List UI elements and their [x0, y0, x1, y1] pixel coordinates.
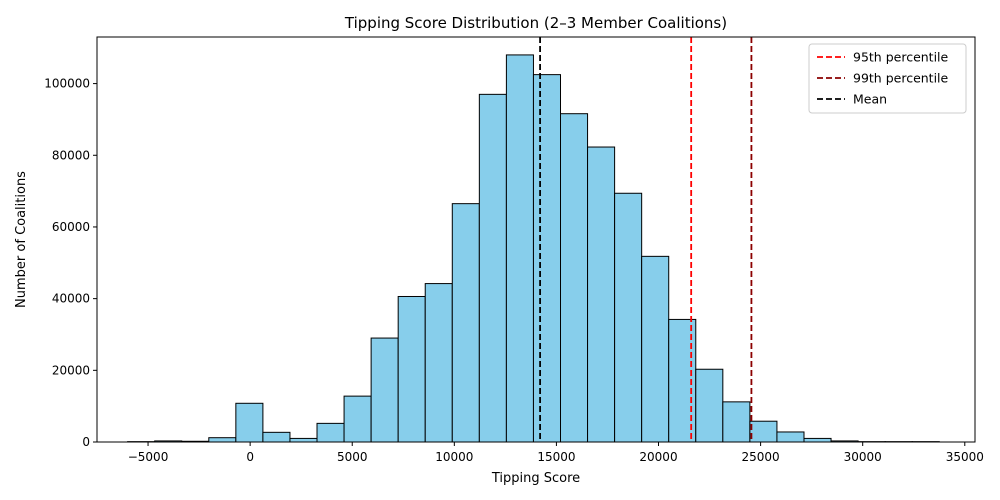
y-tick-label: 100000 — [44, 77, 90, 91]
histogram-bar — [316, 422, 345, 443]
x-tick-label: 25000 — [742, 450, 780, 464]
histogram-bar — [343, 395, 372, 443]
histogram-bar — [614, 192, 643, 443]
x-tick-label: 10000 — [435, 450, 473, 464]
x-tick-label: 5000 — [337, 450, 368, 464]
legend-box — [808, 43, 967, 114]
histogram-bar — [560, 113, 589, 443]
y-tick-label: 0 — [82, 435, 90, 449]
histogram-bar — [208, 437, 237, 443]
x-tick-label: 15000 — [537, 450, 575, 464]
histogram-bar — [424, 283, 453, 443]
histogram-bar — [505, 54, 534, 443]
histogram-bar — [451, 203, 480, 443]
histogram-bar — [235, 402, 264, 443]
histogram-bar — [803, 437, 832, 443]
x-axis-label: Tipping Score — [491, 471, 580, 486]
y-tick-label: 40000 — [52, 292, 90, 306]
histogram-bar — [722, 401, 751, 443]
y-axis-ticks: 0 20000 40000 60000 80000 100000 — [44, 77, 97, 449]
histogram-bar — [478, 93, 507, 443]
x-tick-label: −5000 — [128, 450, 169, 464]
histogram-bar — [587, 146, 616, 443]
histogram-bar — [641, 255, 670, 443]
reference-lines — [539, 37, 753, 442]
y-axis-label: Number of Coalitions — [14, 171, 29, 308]
x-tick-label: 30000 — [844, 450, 882, 464]
histogram-bar — [370, 337, 399, 443]
x-tick-label: 0 — [246, 450, 254, 464]
y-tick-label: 20000 — [52, 363, 90, 377]
histogram-bar — [776, 431, 805, 443]
histogram-bar — [262, 431, 291, 443]
histogram-bar — [532, 74, 562, 443]
plot-frame — [96, 36, 976, 443]
legend-label: 99th percentile — [853, 71, 949, 86]
legend: 95th percentile 99th percentile Mean — [808, 43, 967, 114]
x-axis-ticks: −5000 0 5000 10000 15000 20000 25000 30000 35000 — [128, 442, 984, 464]
legend-label: Mean — [853, 92, 887, 107]
chart-title: Tipping Score Distribution (2–3 Member C… — [344, 14, 727, 32]
x-tick-label: 35000 — [946, 450, 984, 464]
legend-label: 95th percentile — [853, 50, 949, 65]
histogram-bar — [397, 295, 426, 443]
y-tick-label: 80000 — [52, 148, 90, 162]
histogram-bar — [289, 437, 318, 443]
histogram-bar — [695, 368, 724, 443]
y-tick-label: 60000 — [52, 220, 90, 234]
histogram-bar — [749, 420, 778, 443]
x-tick-label: 20000 — [639, 450, 677, 464]
